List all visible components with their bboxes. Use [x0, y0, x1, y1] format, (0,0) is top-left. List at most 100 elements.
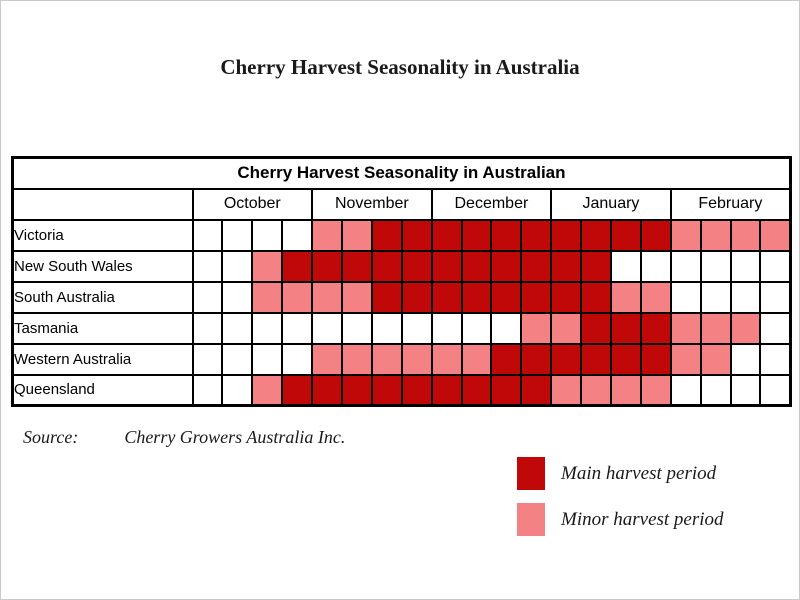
region-label: Tasmania — [11, 311, 194, 345]
week-cell-none — [221, 373, 254, 407]
week-cell-main — [340, 373, 373, 407]
week-cell-minor — [550, 311, 583, 345]
week-cell-main — [639, 342, 672, 376]
page-title: Cherry Harvest Seasonality in Australia — [220, 55, 580, 79]
week-cell-none — [729, 342, 762, 376]
week-cell-main — [580, 311, 612, 345]
week-cell-main — [430, 249, 463, 283]
week-cell-none — [490, 311, 523, 345]
week-cell-main — [550, 218, 583, 252]
week-cell-none — [281, 218, 314, 252]
month-header-december: December — [430, 187, 553, 221]
week-cell-minor — [729, 218, 762, 252]
month-header-february: February — [669, 187, 792, 221]
week-cell-main — [400, 249, 433, 283]
region-label: Queensland — [11, 373, 194, 407]
week-cell-minor — [550, 373, 583, 407]
week-cell-main — [311, 249, 343, 283]
week-cell-none — [699, 280, 732, 314]
week-cell-minor — [669, 218, 702, 252]
week-cell-minor — [340, 280, 373, 314]
week-cell-main — [550, 280, 583, 314]
week-cell-minor — [281, 280, 314, 314]
table-row: Queensland — [11, 373, 792, 407]
week-cell-minor — [699, 342, 732, 376]
week-cell-none — [221, 342, 254, 376]
week-cell-main — [490, 280, 523, 314]
week-cell-minor — [699, 218, 732, 252]
table-row: New South Wales — [11, 249, 792, 283]
month-header-row: October November December January Februa… — [11, 187, 792, 221]
table-row: South Australia — [11, 280, 792, 314]
week-cell-main — [609, 311, 642, 345]
week-cell-main — [609, 342, 642, 376]
week-cell-main — [580, 249, 612, 283]
main-harvest-label: Main harvest period — [561, 462, 717, 484]
week-cell-main — [490, 249, 523, 283]
week-cell-main — [430, 218, 463, 252]
week-cell-none — [191, 280, 224, 314]
week-cell-minor — [430, 342, 463, 376]
week-cell-main — [550, 342, 583, 376]
minor-harvest-label: Minor harvest period — [561, 508, 724, 530]
week-cell-main — [460, 373, 493, 407]
week-cell-minor — [609, 280, 642, 314]
week-cell-none — [460, 311, 493, 345]
week-cell-none — [191, 311, 224, 345]
week-cell-main — [370, 373, 403, 407]
week-cell-none — [400, 311, 433, 345]
month-header-october: October — [191, 187, 314, 221]
week-cell-main — [311, 373, 343, 407]
harvest-calendar-table: Cherry Harvest Seasonality in Australian… — [11, 156, 792, 407]
corner-cell — [11, 187, 194, 221]
week-cell-minor — [609, 373, 642, 407]
week-cell-none — [669, 280, 702, 314]
week-cell-main — [281, 373, 314, 407]
week-cell-none — [191, 249, 224, 283]
week-cell-minor — [311, 218, 343, 252]
week-cell-none — [340, 311, 373, 345]
week-cell-main — [370, 280, 403, 314]
month-header-january: January — [550, 187, 672, 221]
week-cell-main — [639, 311, 672, 345]
week-cell-none — [281, 311, 314, 345]
week-cell-main — [639, 218, 672, 252]
source-value: Cherry Growers Australia Inc. — [124, 427, 346, 447]
table-title: Cherry Harvest Seasonality in Australian — [11, 156, 792, 190]
week-cell-none — [729, 373, 762, 407]
week-cell-none — [759, 249, 792, 283]
week-cell-main — [520, 249, 553, 283]
week-cell-minor — [669, 311, 702, 345]
week-cell-none — [251, 342, 284, 376]
week-cell-none — [430, 311, 463, 345]
week-cell-minor — [251, 280, 284, 314]
week-cell-minor — [251, 373, 284, 407]
region-label: Western Australia — [11, 342, 194, 376]
week-cell-minor — [580, 373, 612, 407]
region-label: Victoria — [11, 218, 194, 252]
week-cell-none — [759, 280, 792, 314]
week-cell-none — [729, 249, 762, 283]
week-cell-main — [609, 218, 642, 252]
table-row: Tasmania — [11, 311, 792, 345]
week-cell-main — [430, 373, 463, 407]
week-cell-main — [460, 218, 493, 252]
legend: Main harvest period Minor harvest period — [517, 457, 787, 549]
week-cell-none — [669, 249, 702, 283]
week-cell-main — [281, 249, 314, 283]
week-cell-minor — [669, 342, 702, 376]
week-cell-main — [460, 280, 493, 314]
harvest-grid-body: Victoria New South Wales South Australia Ta… — [11, 218, 792, 407]
week-cell-minor — [340, 342, 373, 376]
week-cell-main — [400, 218, 433, 252]
table-row: Western Australia — [11, 342, 792, 376]
week-cell-none — [759, 342, 792, 376]
week-cell-none — [311, 311, 343, 345]
week-cell-none — [609, 249, 642, 283]
week-cell-main — [490, 342, 523, 376]
week-cell-main — [490, 218, 523, 252]
week-cell-none — [759, 373, 792, 407]
week-cell-main — [520, 373, 553, 407]
week-cell-main — [520, 280, 553, 314]
